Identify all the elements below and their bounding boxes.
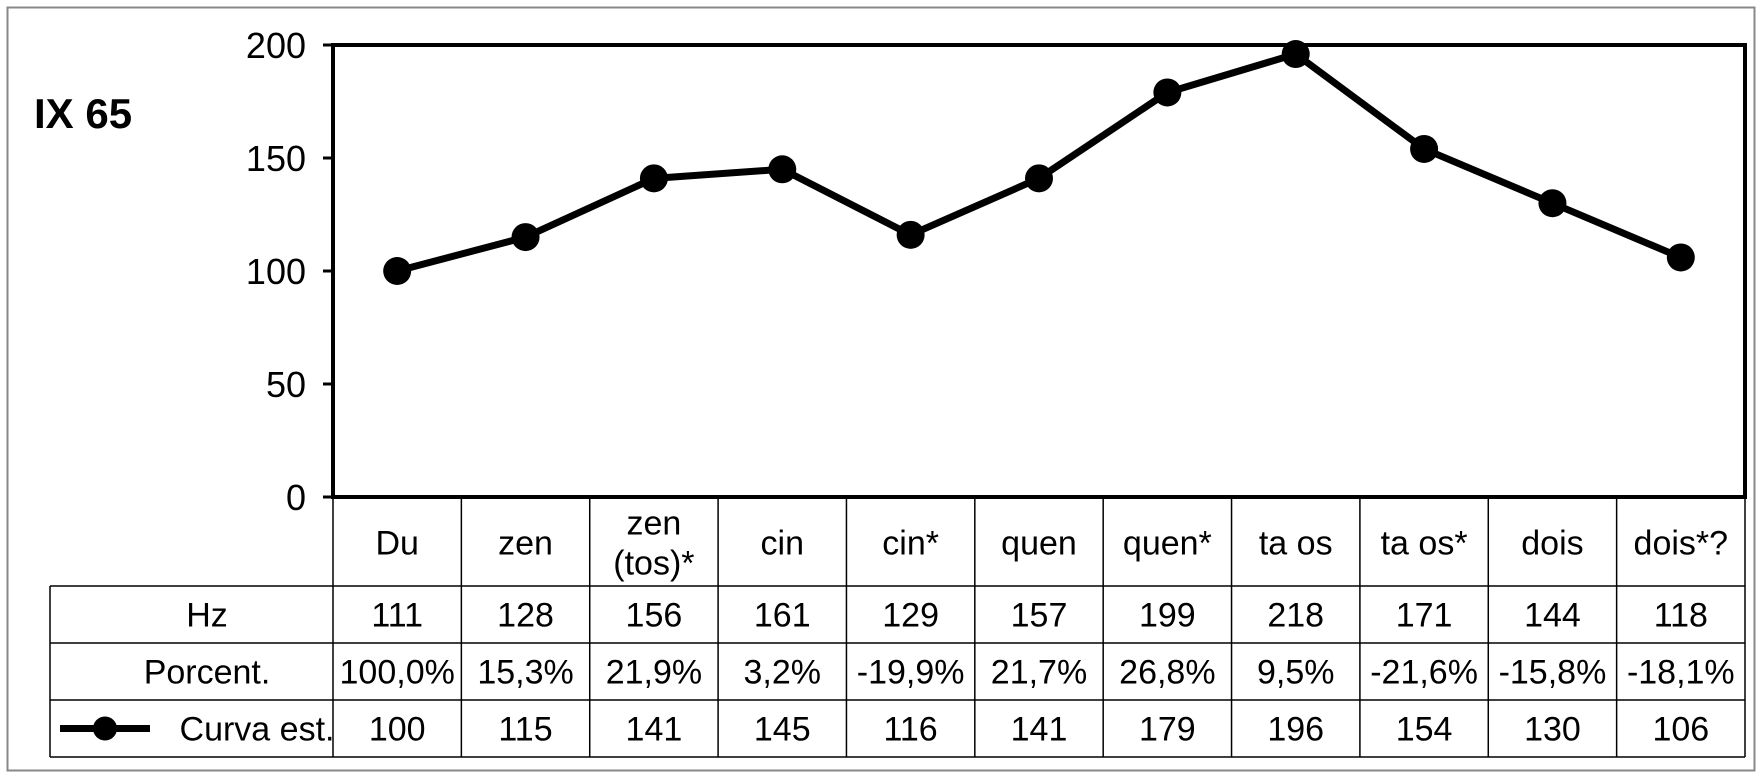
table-row-label: Hz bbox=[186, 597, 228, 635]
y-axis: 0 50 100 150 200 bbox=[246, 25, 333, 518]
x-tick-label: zen bbox=[498, 525, 553, 563]
y-tick-label: 150 bbox=[246, 138, 306, 179]
table-cell: 156 bbox=[626, 597, 683, 635]
x-tick-label: Du bbox=[375, 525, 418, 563]
table-cell: 157 bbox=[1011, 597, 1068, 635]
table-cell: 171 bbox=[1396, 597, 1453, 635]
table-cell: 141 bbox=[626, 711, 683, 749]
table-cell: -15,8% bbox=[1499, 654, 1607, 692]
plot-area bbox=[331, 43, 1747, 499]
table-cell: -19,9% bbox=[857, 654, 965, 692]
x-tick-label: zen bbox=[626, 505, 681, 543]
table-cell: -21,6% bbox=[1370, 654, 1478, 692]
table-cell: 129 bbox=[882, 597, 939, 635]
data-point bbox=[1281, 40, 1310, 69]
data-point bbox=[1025, 164, 1053, 193]
table-cell: 128 bbox=[497, 597, 554, 635]
table-cell: 115 bbox=[498, 711, 552, 749]
x-tick-label: quen bbox=[1001, 525, 1077, 563]
x-tick-label: quen* bbox=[1123, 525, 1212, 563]
table-cell: 161 bbox=[754, 597, 811, 635]
x-tick-label: cin* bbox=[882, 525, 939, 563]
x-tick-label: (tos)* bbox=[613, 545, 694, 583]
table-cell: 154 bbox=[1396, 711, 1453, 749]
table-cell: 100,0% bbox=[340, 654, 455, 692]
table-cell: 26,8% bbox=[1119, 654, 1215, 692]
y-tick-label: 50 bbox=[266, 364, 306, 405]
data-point bbox=[768, 155, 797, 184]
table-row-label: Curva est. bbox=[180, 711, 335, 749]
table-cell: 199 bbox=[1139, 597, 1196, 635]
data-point bbox=[1538, 189, 1567, 218]
y-tick-label: 200 bbox=[246, 25, 306, 66]
legend-marker bbox=[93, 716, 117, 741]
data-point bbox=[1153, 78, 1182, 107]
data-point bbox=[383, 257, 412, 285]
table-cell: 106 bbox=[1652, 711, 1709, 749]
table-cell: 100 bbox=[369, 711, 426, 749]
table-cell: 15,3% bbox=[477, 654, 573, 692]
table-row-label: Porcent. bbox=[144, 654, 271, 692]
table-cell: 145 bbox=[754, 711, 811, 749]
figure-border bbox=[6, 6, 1756, 772]
x-tick-label: cin bbox=[761, 525, 804, 563]
table-cell: 144 bbox=[1524, 597, 1581, 635]
data-point bbox=[511, 223, 540, 252]
data-point bbox=[1410, 134, 1439, 163]
x-tick-label: dois*? bbox=[1634, 525, 1729, 563]
table-cell: -18,1% bbox=[1627, 654, 1735, 692]
table-cell: 141 bbox=[1011, 711, 1068, 749]
table-cell: 196 bbox=[1267, 711, 1324, 749]
table-cell: 21,7% bbox=[991, 654, 1087, 692]
y-tick-label: 100 bbox=[246, 251, 306, 292]
table-cell: 3,2% bbox=[744, 654, 822, 692]
series-curva-est bbox=[383, 40, 1695, 285]
x-tick-label: dois bbox=[1521, 525, 1583, 563]
data-point bbox=[896, 220, 925, 249]
y-tick-label: 0 bbox=[286, 477, 306, 518]
table-cell: 118 bbox=[1654, 597, 1708, 635]
data-point bbox=[1666, 243, 1695, 272]
table-cell: 179 bbox=[1139, 711, 1196, 749]
x-tick-label: ta os* bbox=[1381, 525, 1468, 563]
table-cell: 9,5% bbox=[1257, 654, 1335, 692]
table-cell: 218 bbox=[1267, 597, 1324, 635]
table-cell: 111 bbox=[371, 597, 423, 635]
table-cell: 130 bbox=[1524, 711, 1581, 749]
table-cell: 116 bbox=[884, 711, 938, 749]
chart-title: IX 65 bbox=[34, 90, 132, 137]
series-line bbox=[396, 50, 1683, 275]
x-tick-label: ta os bbox=[1259, 525, 1333, 563]
table-cell: 21,9% bbox=[606, 654, 702, 692]
data-point bbox=[639, 164, 668, 193]
